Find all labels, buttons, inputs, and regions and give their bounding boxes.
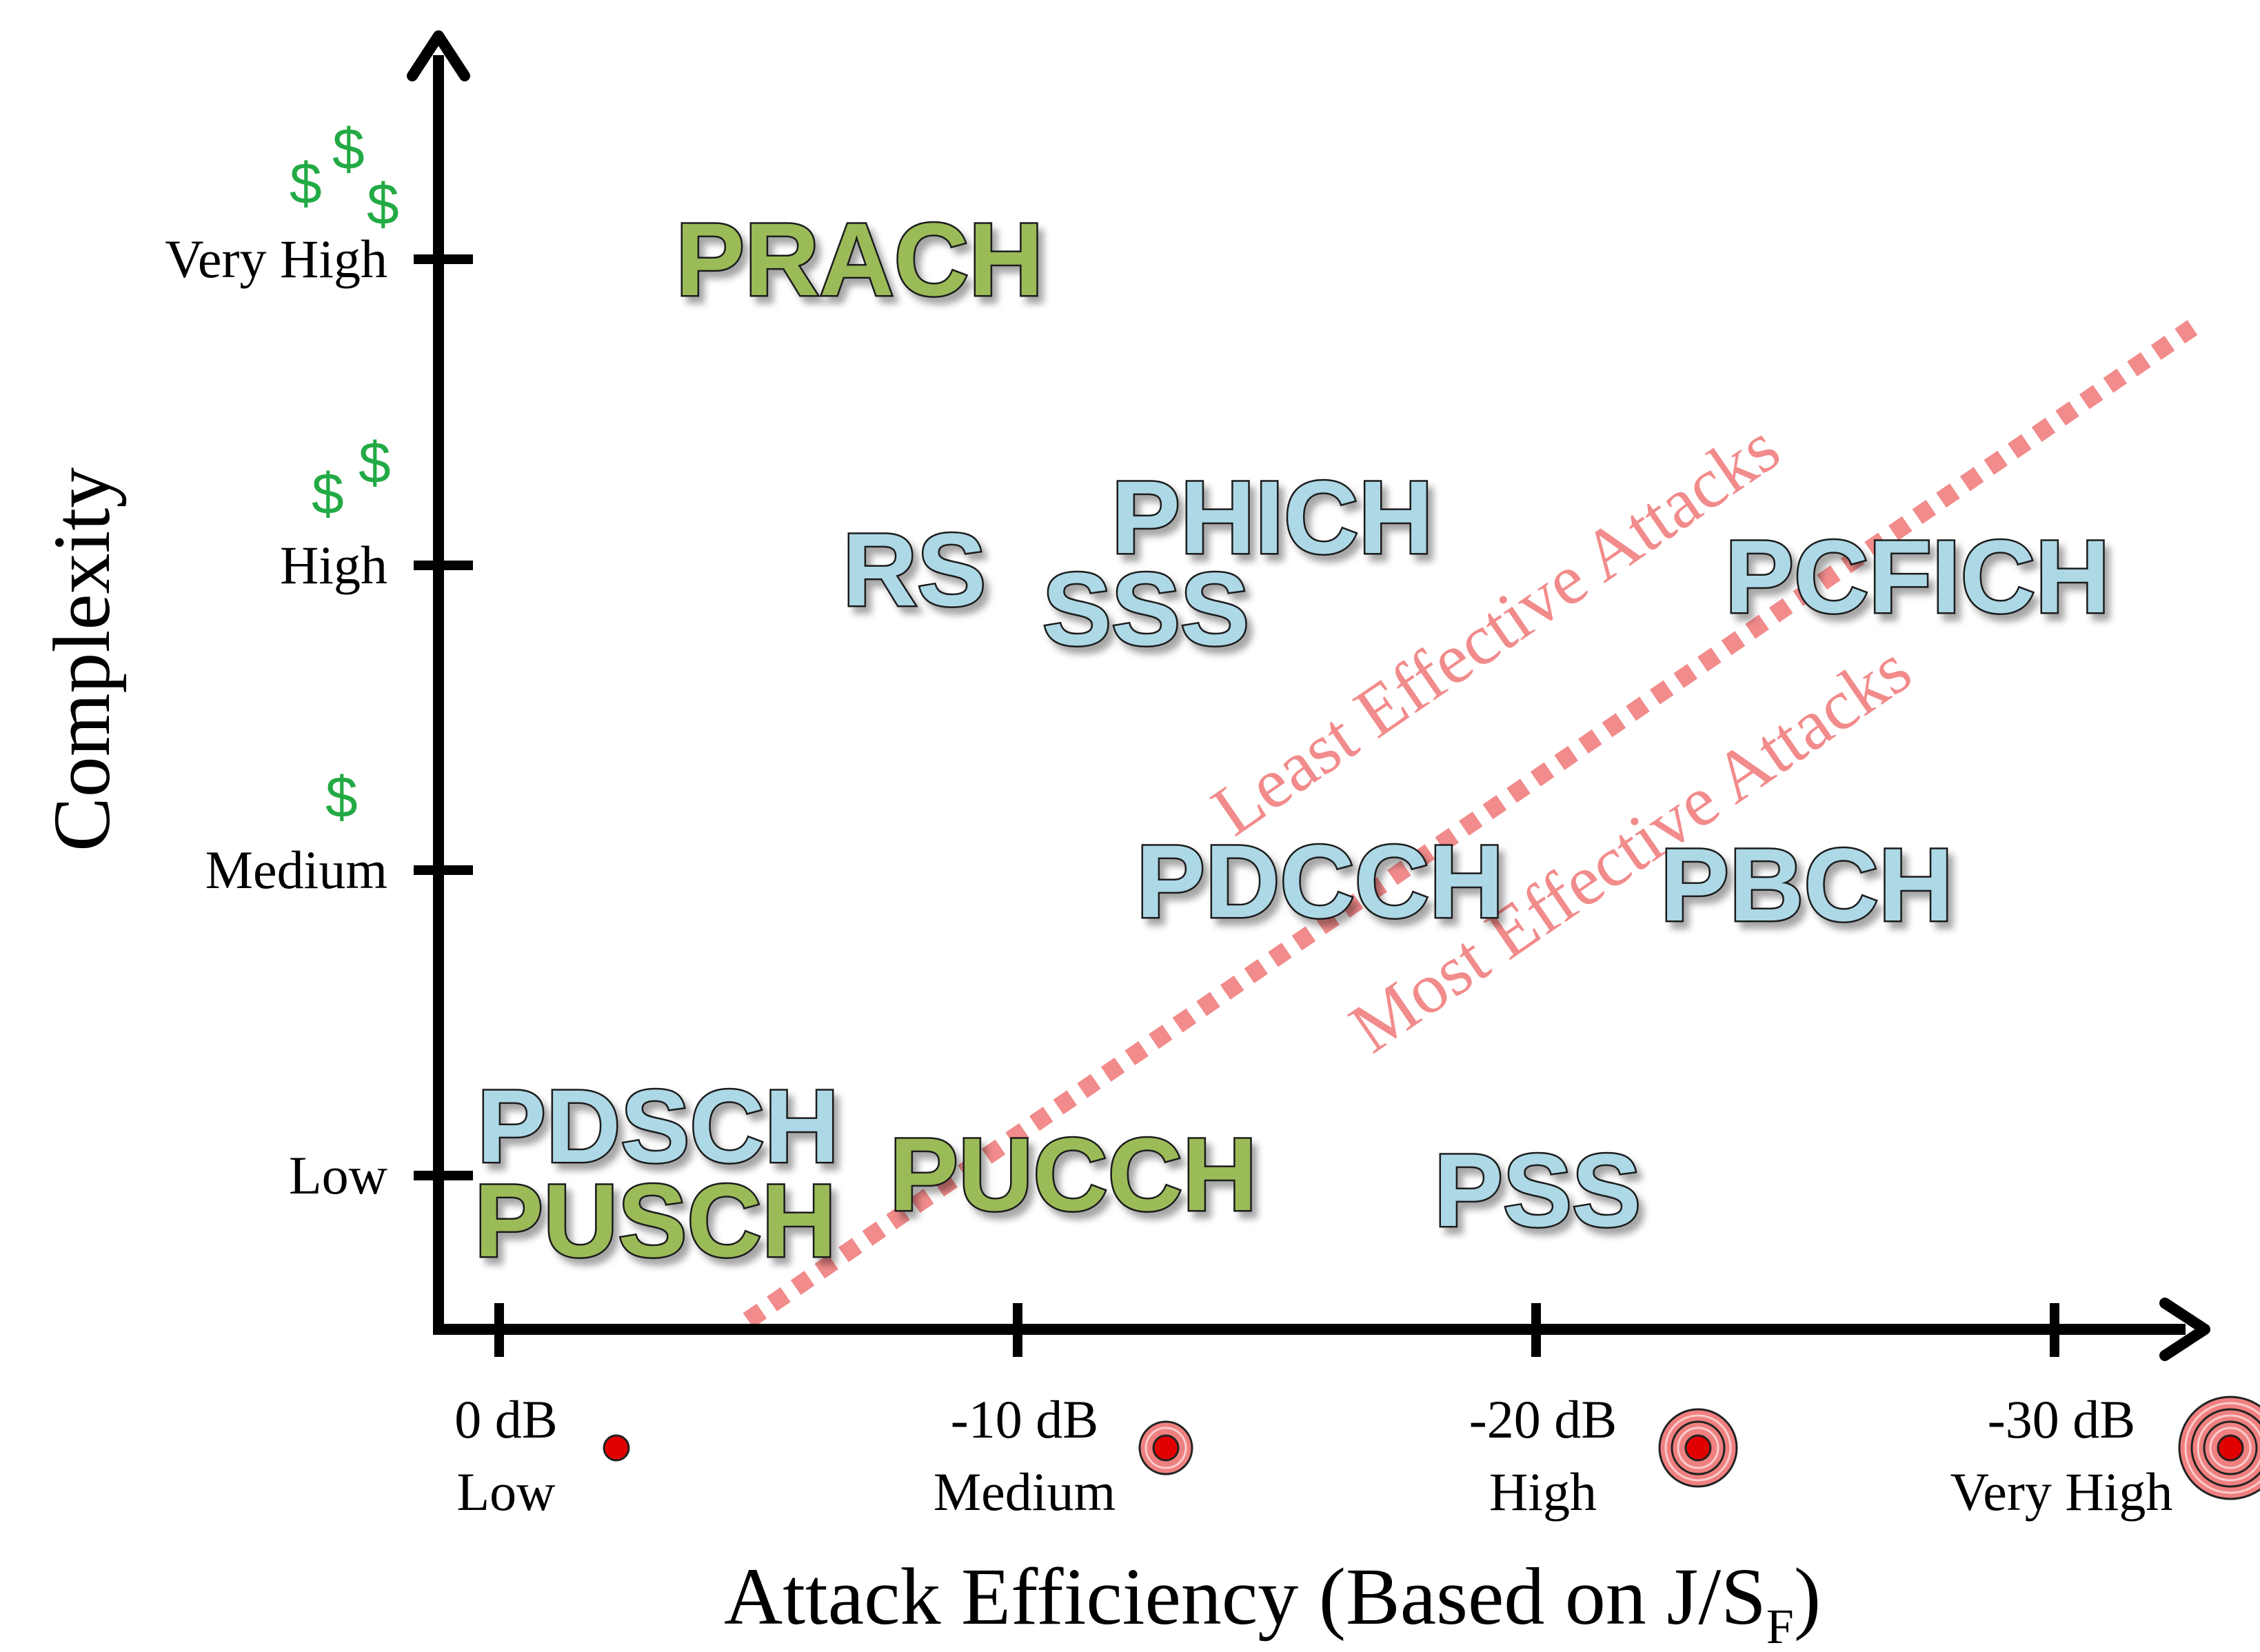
channel-pcfich: PCFICH <box>1725 518 2110 634</box>
cost-dollar-icon: $ <box>325 765 358 829</box>
channel-phich: PHICH <box>1111 459 1433 575</box>
x-tick-db-10db: -10 dB <box>951 1389 1099 1449</box>
target-icon <box>2178 1396 2260 1500</box>
y-tick-label-medium: Medium <box>205 840 387 900</box>
channel-labels: PRACH RS PHICH SSS PCFICH PDCCH PBCH PDS… <box>473 200 2112 1280</box>
channel-rs: RS <box>843 512 986 627</box>
target-icon <box>1138 1420 1193 1475</box>
cost-dollar-icon: $ <box>367 172 399 236</box>
y-tick-label-very-high: Very High <box>165 229 387 289</box>
y-axis-ticks: Very High$$$High$ $Medium$Low <box>165 117 473 1205</box>
effectiveness-divider-line <box>743 320 2198 1328</box>
channel-pdsch: PDSCH <box>477 1068 839 1184</box>
x-axis <box>433 1298 2210 1361</box>
cost-dollar-icon: $ <box>332 117 365 181</box>
target-icon <box>603 1434 630 1462</box>
y-tick-label-high: High <box>280 535 387 595</box>
y-axis <box>407 30 470 1329</box>
channel-prach: PRACH <box>676 201 1043 317</box>
cost-dollar-icon: $ <box>359 430 391 495</box>
x-tick-label-30db: Very High <box>1950 1462 2173 1522</box>
channel-sss: SSS <box>1042 551 1249 667</box>
cost-dollar-icon: $ <box>312 461 344 526</box>
x-tick-db-0db: 0 dB <box>454 1389 558 1449</box>
y-tick-label-low: Low <box>289 1145 387 1205</box>
y-axis-title: Complexity <box>37 467 127 852</box>
target-icon <box>1658 1408 1738 1488</box>
x-tick-label-20db: High <box>1489 1462 1597 1522</box>
x-tick-db-20db: -20 dB <box>1469 1389 1617 1449</box>
cost-dollar-icon: $ <box>290 151 322 216</box>
x-axis-ticks: 0 dB Low -10 dB Medium -20 dB High -30 dB Very … <box>454 1303 2260 1522</box>
channel-pbch: PBCH <box>1660 827 1953 943</box>
channel-pdcch: PDCCH <box>1136 823 1504 939</box>
channel-pss: PSS <box>1434 1132 1641 1248</box>
x-tick-label-10db: Medium <box>934 1462 1116 1522</box>
x-tick-label-0db: Low <box>457 1462 556 1522</box>
x-axis-title: Attack Efficiency (Based on J/SF) <box>724 1551 1821 1652</box>
channel-pusch: PUSCH <box>474 1162 836 1278</box>
channel-pucch: PUCCH <box>889 1116 1257 1232</box>
x-tick-db-30db: -30 dB <box>1988 1389 2136 1449</box>
